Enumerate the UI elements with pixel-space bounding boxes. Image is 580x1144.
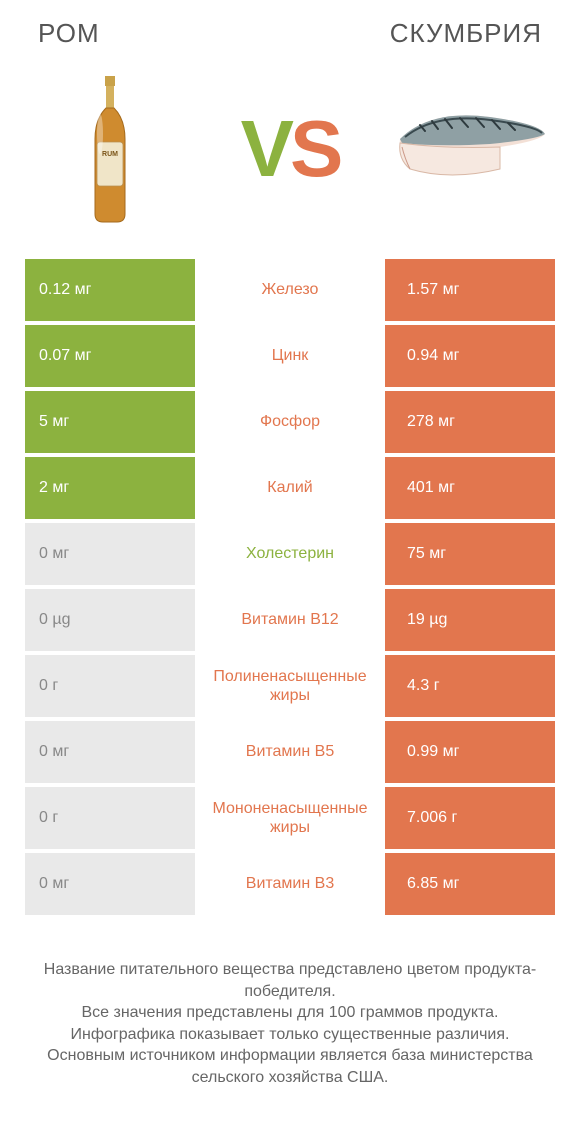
svg-text:RUM: RUM [102, 151, 118, 158]
nutrient-label: Мононенасыщенные жиры [195, 787, 385, 849]
mackerel-icon [390, 99, 550, 199]
left-value: 2 мг [25, 457, 195, 519]
footer-line: Инфографика показывает только существенн… [71, 1026, 510, 1043]
nutrient-label: Витамин B5 [195, 721, 385, 783]
table-row: 0.07 мгЦинк0.94 мг [25, 325, 555, 387]
table-row: 0 гМононенасыщенные жиры7.006 г [25, 787, 555, 849]
table-row: 0 мгВитамин B50.99 мг [25, 721, 555, 783]
left-image: RUM [30, 69, 190, 229]
left-value: 0 мг [25, 523, 195, 585]
left-value: 0.12 мг [25, 259, 195, 321]
table-row: 2 мгКалий401 мг [25, 457, 555, 519]
vs-s: S [290, 104, 339, 193]
right-value: 6.85 мг [385, 853, 555, 915]
nutrient-label: Цинк [195, 325, 385, 387]
left-value: 0 µg [25, 589, 195, 651]
left-value: 0 мг [25, 721, 195, 783]
table-row: 0 µgВитамин B1219 µg [25, 589, 555, 651]
vs-label: VS [241, 103, 340, 195]
right-value: 1.57 мг [385, 259, 555, 321]
footer-line: Все значения представлены для 100 граммо… [81, 1004, 498, 1021]
vs-v: V [241, 104, 290, 193]
right-value: 0.94 мг [385, 325, 555, 387]
right-value: 278 мг [385, 391, 555, 453]
table-row: 0 гПолиненасыщенные жиры4.3 г [25, 655, 555, 717]
right-title: СКУМБРИЯ [390, 18, 542, 49]
nutrient-label: Калий [195, 457, 385, 519]
titles-row: РОМ СКУМБРИЯ [0, 0, 580, 59]
nutrient-label: Витамин B12 [195, 589, 385, 651]
left-value: 5 мг [25, 391, 195, 453]
nutrient-label: Холестерин [195, 523, 385, 585]
nutrient-label: Витамин B3 [195, 853, 385, 915]
right-value: 401 мг [385, 457, 555, 519]
left-value: 0 г [25, 655, 195, 717]
right-value: 19 µg [385, 589, 555, 651]
left-value: 0.07 мг [25, 325, 195, 387]
images-row: RUM VS [0, 59, 580, 259]
left-value: 0 мг [25, 853, 195, 915]
right-value: 7.006 г [385, 787, 555, 849]
nutrient-label: Фосфор [195, 391, 385, 453]
right-value: 75 мг [385, 523, 555, 585]
table-row: 0 мгХолестерин75 мг [25, 523, 555, 585]
left-value: 0 г [25, 787, 195, 849]
nutrient-label: Полиненасыщенные жиры [195, 655, 385, 717]
footer-line: Основным источником информации является … [47, 1047, 533, 1086]
table-row: 5 мгФосфор278 мг [25, 391, 555, 453]
nutrient-label: Железо [195, 259, 385, 321]
right-value: 4.3 г [385, 655, 555, 717]
table-row: 0 мгВитамин B36.85 мг [25, 853, 555, 915]
table-row: 0.12 мгЖелезо1.57 мг [25, 259, 555, 321]
left-title: РОМ [38, 18, 100, 49]
comparison-table: 0.12 мгЖелезо1.57 мг0.07 мгЦинк0.94 мг5 … [0, 259, 580, 915]
footer-text: Название питательного вещества представл… [0, 919, 580, 1089]
rum-bottle-icon: RUM [85, 74, 135, 224]
right-value: 0.99 мг [385, 721, 555, 783]
right-image [390, 69, 550, 229]
footer-line: Название питательного вещества представл… [44, 961, 536, 1000]
